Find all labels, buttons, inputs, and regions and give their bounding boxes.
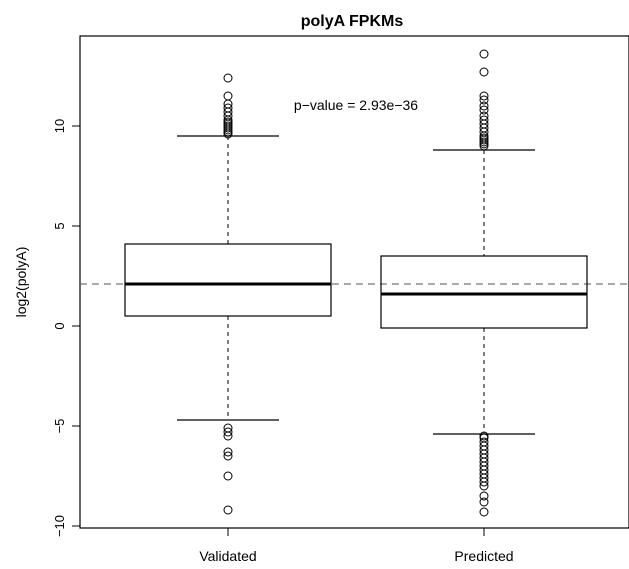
outlier-point — [479, 115, 489, 125]
y-tick-label: 10 — [52, 119, 67, 133]
outlier-point — [479, 481, 489, 491]
outlier-point — [479, 91, 489, 101]
outlier-point — [223, 447, 233, 457]
outlier-point — [223, 471, 233, 481]
outlier-point — [223, 91, 233, 101]
outlier-point — [223, 451, 233, 461]
plot-layer: −10 −5 0 5 10 Validated Predicted — [52, 49, 629, 564]
iqr-box — [124, 243, 332, 317]
outlier-point — [479, 105, 489, 115]
x-tick-label: Validated — [199, 548, 256, 564]
y-axis-label: log2(polyA) — [13, 247, 29, 318]
outlier-point — [223, 427, 233, 437]
outlier-point — [479, 507, 489, 517]
y-tick-label: 5 — [52, 222, 67, 229]
outlier-point — [479, 477, 489, 487]
y-tick-label: 0 — [52, 322, 67, 329]
outlier-point — [479, 49, 489, 59]
chart-title: polyA FPKMs — [301, 13, 404, 30]
y-tick-label: −10 — [52, 515, 67, 537]
p-value-annotation: p−value = 2.93e−36 — [294, 97, 418, 113]
outlier-point — [479, 491, 489, 501]
outlier-point — [479, 67, 489, 77]
outlier-point — [223, 73, 233, 83]
outlier-point — [223, 103, 233, 113]
outlier-point — [479, 111, 489, 121]
outlier-point — [479, 95, 489, 105]
iqr-box — [380, 255, 588, 329]
outlier-point — [223, 431, 233, 441]
outlier-point — [223, 505, 233, 515]
y-tick-label: −5 — [52, 419, 67, 434]
outlier-point — [479, 497, 489, 507]
plot-frame — [79, 35, 629, 529]
outlier-point — [479, 101, 489, 111]
x-tick-label: Predicted — [454, 548, 513, 564]
